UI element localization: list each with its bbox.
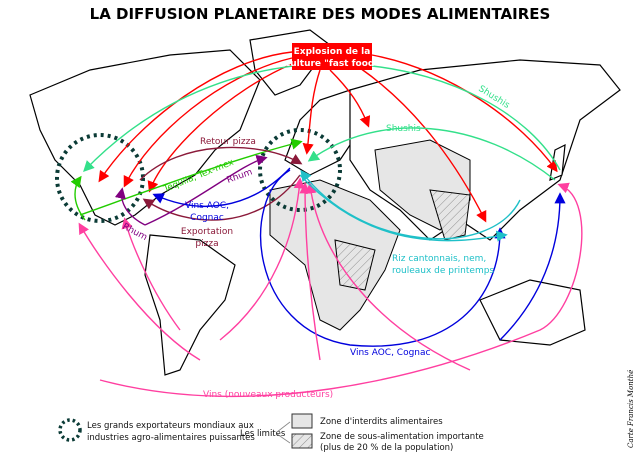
legend-forbidden-label: Zone d'interdits alimentaires [320, 417, 443, 427]
rhum-flow-1 [144, 154, 268, 226]
riz-label-2: rouleaux de printemps [392, 266, 494, 276]
legend-undernourishment-2: (plus de 20 % de la population) [320, 443, 453, 453]
tequila-flow-back [70, 175, 86, 221]
fast-food-label-1: Explosion de la [294, 47, 371, 57]
flow [219, 177, 305, 341]
australia [479, 279, 586, 346]
continents [29, 29, 621, 376]
shushis-label-2: Shushis [386, 124, 421, 134]
riz-flow-2 [299, 174, 508, 242]
export-pizza-label-1: Exportation [181, 227, 233, 237]
legend-exporters-1: Les grands exportateurs mondiaux aux [87, 421, 254, 431]
north-america [29, 49, 261, 226]
south-asia-hatch [429, 189, 471, 241]
flow [302, 69, 321, 155]
europe [284, 89, 361, 176]
vins-aoc-label-1b: Cognac [190, 213, 224, 223]
fast-food-label-2: culture "fast food" [285, 59, 379, 69]
flow [78, 222, 201, 361]
flows [70, 51, 583, 397]
legend-exporter-symbol [58, 418, 82, 442]
flow [359, 67, 487, 223]
legend-undernourishment-1: Zone de sous-alimentation importante [320, 432, 484, 442]
flow [123, 57, 293, 188]
author-signature: Carte Francis Monthé [627, 370, 635, 448]
flow [299, 182, 321, 361]
flow [121, 217, 181, 331]
vins-aoc-flow-3 [499, 192, 566, 341]
rhum-flow-2 [114, 187, 146, 226]
flow [147, 63, 293, 193]
legend-undernourishment-swatch [291, 433, 313, 449]
export-pizza-flow [142, 174, 301, 221]
vins-aoc-label-2: Vins AOC, Cognac [350, 348, 431, 358]
flow [305, 182, 471, 371]
exporter-circle-europe [258, 128, 342, 212]
legend-exporters-2: industries agro-alimentaires puissantes [87, 433, 255, 443]
vins-nouveaux-label: Vins (nouveaux producteurs) [203, 390, 333, 400]
export-pizza-label-2: pizza [195, 239, 218, 249]
tequila-flow [79, 138, 303, 216]
flow [99, 182, 583, 397]
legend: Les grands exportateurs mondiaux aux ind… [58, 413, 484, 453]
vins-aoc-flow-2 [259, 169, 506, 347]
fast-food-flows [98, 51, 558, 223]
map-title: LA DIFFUSION PLANETAIRE DES MODES ALIMEN… [90, 5, 551, 23]
legend-arrows [276, 421, 291, 444]
retour-pizza-flow [139, 146, 303, 181]
flow [98, 51, 293, 183]
retour-pizza-label: Retour pizza [200, 137, 256, 147]
flow [307, 127, 556, 181]
riz-label-1: Riz cantonnais, nem, [392, 254, 486, 264]
vins-nouveaux-flows [78, 177, 583, 397]
africa-hatch [334, 239, 376, 291]
fast-food-box [292, 43, 372, 70]
riz-flow [300, 169, 521, 240]
vins-aoc-flow-1 [152, 167, 291, 207]
south-america [144, 234, 236, 376]
flow [329, 69, 371, 128]
flow [371, 54, 558, 173]
legend-forbidden-swatch [291, 413, 313, 429]
legend-limits: Les limites [240, 429, 286, 439]
vins-aoc-label-1a: Vins AOC, [185, 201, 229, 211]
